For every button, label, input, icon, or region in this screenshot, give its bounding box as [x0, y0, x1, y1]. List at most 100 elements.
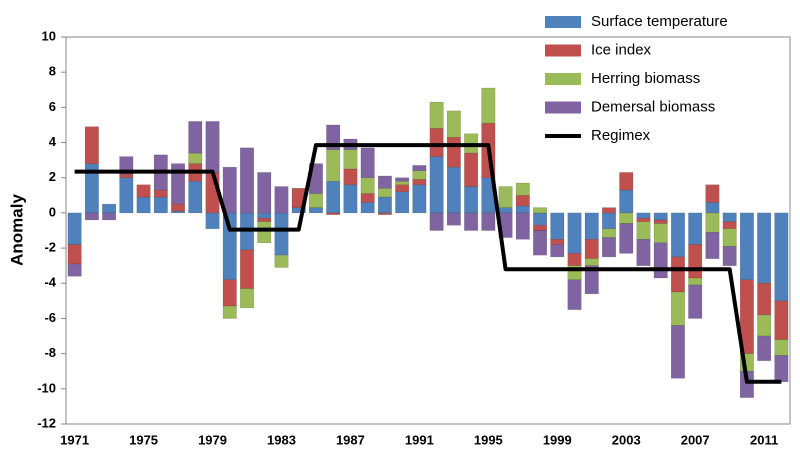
x-tick-label: 1983 — [267, 432, 296, 447]
bar-segment — [446, 110, 461, 138]
bar-segment — [119, 177, 134, 214]
bar-segment — [171, 210, 186, 214]
bar-segment — [757, 314, 772, 337]
bar-segment — [377, 212, 392, 215]
bar-segment — [774, 212, 789, 302]
bar-segment — [67, 212, 82, 245]
bar-segment — [619, 172, 634, 191]
bar-segment — [653, 242, 668, 279]
bar-segment — [412, 184, 427, 214]
bar-segment — [188, 152, 203, 164]
bar-segment — [153, 196, 168, 214]
bar-segment — [326, 149, 341, 182]
bar-segment — [515, 212, 530, 240]
x-tick-label: 1991 — [405, 432, 434, 447]
bar-segment — [602, 212, 616, 229]
y-tick-label: 8 — [49, 64, 56, 79]
bar-segment — [412, 170, 427, 180]
bar-segment — [757, 212, 772, 284]
bar-segment — [757, 335, 772, 361]
bar-segment — [240, 147, 254, 214]
bar-segment — [722, 246, 737, 266]
bar-segment — [653, 219, 668, 224]
bar-segment — [171, 203, 186, 212]
bar-segment — [464, 152, 479, 187]
bar-segment — [757, 283, 772, 316]
bar-segment — [533, 207, 548, 214]
bar-segment — [584, 239, 599, 259]
bar-segment — [653, 223, 668, 244]
regime-line — [74, 143, 782, 384]
bar-segment — [602, 228, 616, 238]
bar-segment — [670, 291, 685, 326]
bar-segment — [688, 212, 703, 245]
bar-segment — [188, 121, 203, 154]
bar-segment — [515, 182, 530, 196]
legend-label: Demersal biomass — [591, 98, 715, 115]
bar-segment — [360, 193, 375, 203]
bar-segment — [533, 224, 548, 231]
bar-segment — [636, 221, 651, 240]
bar-segment — [67, 244, 82, 265]
bar-segment — [705, 184, 720, 203]
bar-segment — [446, 212, 461, 226]
bar-segment — [343, 168, 358, 186]
bar-segment — [498, 207, 513, 214]
bar-segment — [343, 184, 358, 214]
bar-segment — [222, 279, 237, 307]
y-tick-label: -4 — [44, 275, 56, 290]
bar-segment — [429, 101, 444, 129]
bar-segment — [464, 186, 479, 214]
bar-segment — [498, 186, 513, 208]
bar-segment — [515, 195, 530, 207]
y-tick-label: -12 — [37, 415, 56, 430]
legend-swatch — [545, 101, 581, 114]
bar-segment — [395, 191, 410, 214]
bar-segment — [567, 279, 582, 310]
bar-segment — [584, 258, 599, 266]
y-tick-label: 10 — [42, 28, 56, 43]
bar-segment — [636, 217, 651, 222]
x-tick-label: 1987 — [336, 432, 365, 447]
bar-segment — [308, 207, 323, 214]
bar-segment — [136, 184, 151, 198]
bar-segment — [722, 228, 737, 247]
bar-segment — [395, 177, 410, 182]
bar-segment — [636, 239, 651, 266]
y-tick-label: 2 — [49, 169, 56, 184]
bar-segment — [377, 175, 392, 189]
bar-segment — [739, 212, 754, 281]
bar-segment — [705, 232, 720, 259]
bar-segment — [395, 180, 410, 186]
bar-segment — [481, 212, 496, 231]
bar-segment — [343, 149, 358, 170]
bar-segment — [567, 212, 582, 254]
bar-segment — [653, 212, 668, 221]
bar-segment — [550, 212, 565, 240]
bar-segment — [688, 244, 703, 279]
x-tick-label: 2007 — [681, 432, 710, 447]
bar-segment — [67, 263, 82, 277]
bar-segment — [326, 180, 341, 214]
y-axis-title: Anomaly — [7, 194, 26, 266]
bar-segment — [205, 212, 220, 229]
bar-segment — [619, 189, 634, 214]
bar-segment — [619, 212, 634, 224]
legend-swatch — [545, 73, 581, 85]
bar-segment — [688, 277, 703, 286]
bar-segment — [446, 166, 461, 214]
bar-segment — [205, 121, 220, 173]
bar-segment — [429, 212, 444, 231]
legend-label: Surface temperature — [591, 13, 728, 30]
x-tick-label: 1999 — [543, 432, 572, 447]
bar-segment — [584, 265, 599, 295]
bar-segment — [274, 186, 289, 214]
bar-segment — [102, 203, 117, 214]
bar-segment — [222, 305, 237, 319]
bar-segment — [360, 147, 375, 178]
x-tick-label: 2003 — [612, 432, 641, 447]
bar-segment — [274, 212, 289, 256]
bar-segment — [377, 196, 392, 214]
y-tick-label: -2 — [44, 240, 56, 255]
